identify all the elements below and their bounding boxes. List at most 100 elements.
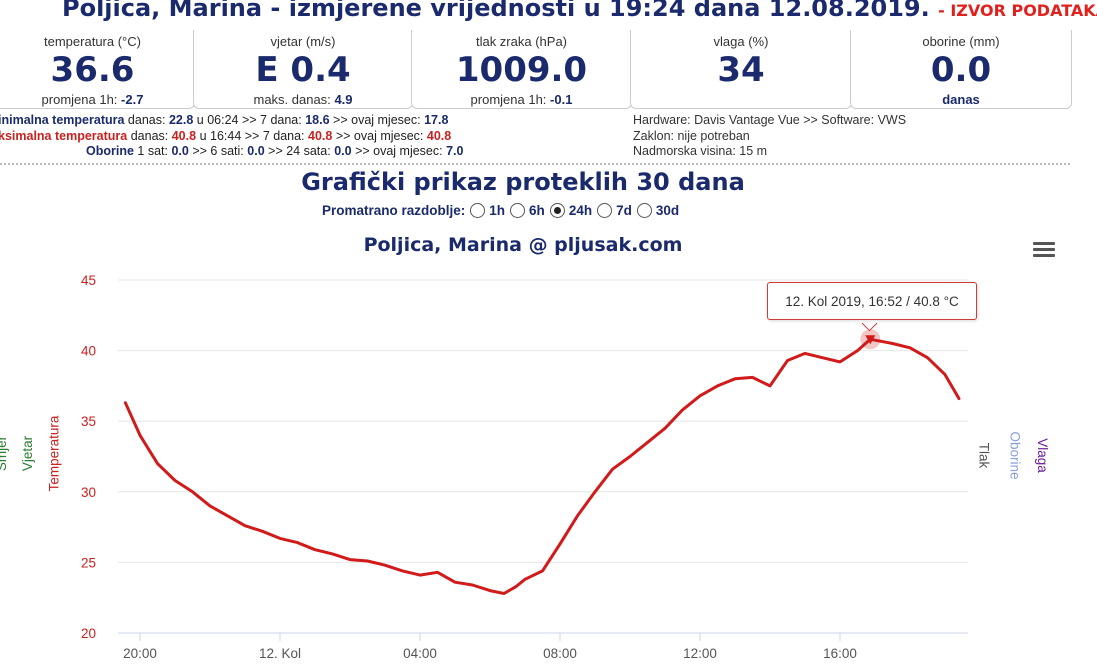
y-tick-label: 35 [81, 414, 96, 429]
stat-value: 40.8 [426, 128, 452, 143]
rain-row: Oborine 1 sat: 0.0 >> 6 sati: 0.0 >> 24 … [0, 144, 463, 160]
chart-menu-icon[interactable] [1033, 242, 1055, 260]
card-sub: maks. danas: 4.9 [194, 92, 412, 107]
card-sub: danas [851, 92, 1071, 107]
x-tick-label: 16:00 [823, 646, 857, 661]
page-title: Poljica, Marina - izmjerene vrijednosti … [62, 0, 1097, 22]
card-value: 1009.0 [455, 50, 588, 90]
temperature-chart: 20 25 30 35 40 45 20:00 12. Kol 04:00 08:00 12:00 1… [81, 273, 968, 661]
source-link[interactable]: - IZVOR PODATAKA [938, 1, 1097, 20]
section-title: Grafički prikaz proteklih 30 dana [301, 168, 745, 196]
stat-value: 0.0 [334, 144, 352, 158]
period-selector: Promatrano razdoblje: 1h 6h 24h 7d 30d [322, 203, 679, 218]
axis-label-temperature: Temperatura [46, 415, 62, 492]
card-sub-value: danas [942, 92, 980, 107]
stat-value: 40.8 [171, 128, 197, 143]
station-info: Hardware: Davis Vantage Vue >> Software:… [633, 113, 906, 160]
stat-value: 22.8 [168, 113, 194, 127]
page-title-text: Poljica, Marina - izmjerene vrijednosti … [62, 0, 930, 22]
y-tick-label: 40 [81, 344, 96, 359]
x-tick-label: 08:00 [543, 646, 577, 661]
stat-value: 7.0 [446, 144, 464, 158]
current-values-cards: temperatura (°C) 36.6 promjena 1h: -2.7 … [0, 30, 1072, 110]
radio-icon[interactable] [470, 203, 486, 218]
card-label: vlaga (%) [713, 34, 769, 49]
stat-value: 0.0 [247, 144, 265, 158]
card-label: vjetar (m/s) [270, 34, 336, 49]
card-value: 0.0 [930, 50, 992, 90]
card-temperature: temperatura (°C) 36.6 promjena 1h: -2.7 [0, 30, 195, 109]
card-label: temperatura (°C) [44, 34, 141, 49]
min-temp-label: inimalna temperatura [0, 113, 125, 127]
card-pressure: tlak zraka (hPa) 1009.0 promjena 1h: -0.… [411, 30, 632, 109]
card-sub-value: -0.1 [550, 92, 573, 107]
card-sub: promjena 1h: -2.7 [0, 92, 194, 107]
axis-label-humidity: Vlaga [1034, 438, 1050, 473]
card-value: 34 [717, 50, 765, 90]
hardware-info: Hardware: Davis Vantage Vue >> Software:… [633, 113, 907, 127]
card-label: oborine (mm) [922, 34, 1000, 49]
card-sub-label: maks. danas: [253, 92, 331, 107]
altitude-info: Nadmorska visina: 15 m [633, 144, 768, 158]
x-tick-label: 12:00 [683, 646, 717, 661]
radio-selected-icon[interactable] [549, 203, 565, 218]
y-tick-label: 20 [81, 626, 96, 641]
card-value: E 0.4 [255, 50, 351, 90]
stat-text: >> 24 sata: [268, 144, 331, 158]
stat-value: 18.6 [305, 113, 330, 127]
x-tick-label: 04:00 [403, 646, 437, 661]
stat-text: >> ovaj mjesec: [335, 128, 424, 143]
card-rain: oborine (mm) 0.0 danas [850, 30, 1072, 109]
y-tick-label: 25 [81, 555, 96, 570]
min-temp-row: inimalna temperatura danas: 22.8 u 06:24… [0, 113, 463, 129]
stat-value: 0.0 [171, 144, 189, 158]
y-tick-label: 45 [81, 273, 96, 288]
hover-marker-icon [865, 335, 876, 345]
option-label: 30d [655, 203, 680, 218]
x-tick-label: 12. Kol [259, 646, 301, 661]
stat-text: >> 6 sati: [192, 144, 244, 158]
chart-title: Poljica, Marina @ pljusak.com [363, 234, 683, 256]
max-temp-label: ksimalna temperatura [0, 128, 128, 143]
max-temp-row: ksimalna temperatura danas: 40.8 u 16:44… [0, 129, 463, 145]
option-label: 24h [568, 203, 593, 218]
period-option-24h[interactable]: 24h [549, 203, 593, 218]
card-sub-label: promjena 1h: [470, 92, 547, 107]
card-wind: vjetar (m/s) E 0.4 maks. danas: 4.9 [193, 30, 413, 109]
axis-label-rain: Oborine [1007, 431, 1023, 480]
temperature-series-line [123, 337, 961, 595]
stat-text: danas: [127, 113, 166, 127]
period-option-6h[interactable]: 6h [510, 203, 545, 218]
option-label: 6h [529, 203, 545, 218]
card-humidity: vlaga (%) 34 [630, 30, 852, 109]
shelter-info: Zaklon: nije potreban [633, 128, 750, 143]
axis-label-pressure: Tlak [976, 442, 992, 469]
card-label: tlak zraka (hPa) [475, 34, 568, 49]
period-option-1h[interactable]: 1h [470, 203, 505, 218]
option-label: 1h [489, 203, 506, 218]
radio-icon[interactable] [597, 203, 613, 218]
page-header: Poljica, Marina - izmjerene vrijednosti … [0, 0, 1097, 34]
stat-value: 40.8 [308, 128, 333, 143]
temperature-stats: inimalna temperatura danas: 22.8 u 06:24… [0, 113, 463, 160]
period-option-30d[interactable]: 30d [636, 203, 680, 218]
stat-text: danas: [130, 128, 169, 143]
y-tick-label: 30 [81, 485, 96, 500]
card-sub: promjena 1h: -0.1 [412, 92, 631, 107]
stat-text: u 16:44 >> 7 dana: [199, 128, 305, 143]
stat-text: >> ovaj mjesec: [355, 144, 443, 158]
period-option-7d[interactable]: 7d [597, 203, 632, 218]
card-sub-value: 4.9 [334, 92, 353, 107]
axis-label-direction: Smjer [0, 435, 10, 472]
card-sub-label: promjena 1h: [41, 92, 118, 107]
option-label: 7d [616, 203, 632, 218]
stat-text: u 06:24 >> 7 dana: [196, 113, 302, 127]
radio-icon[interactable] [510, 203, 526, 218]
card-value: 36.6 [50, 50, 135, 90]
card-sub-value: -2.7 [121, 92, 144, 107]
rain-label: Oborine [86, 144, 134, 158]
radio-icon[interactable] [636, 203, 652, 218]
divider [0, 163, 1070, 165]
axis-label-wind: Vjetar [20, 435, 36, 472]
period-label: Promatrano razdoblje: [322, 203, 466, 218]
